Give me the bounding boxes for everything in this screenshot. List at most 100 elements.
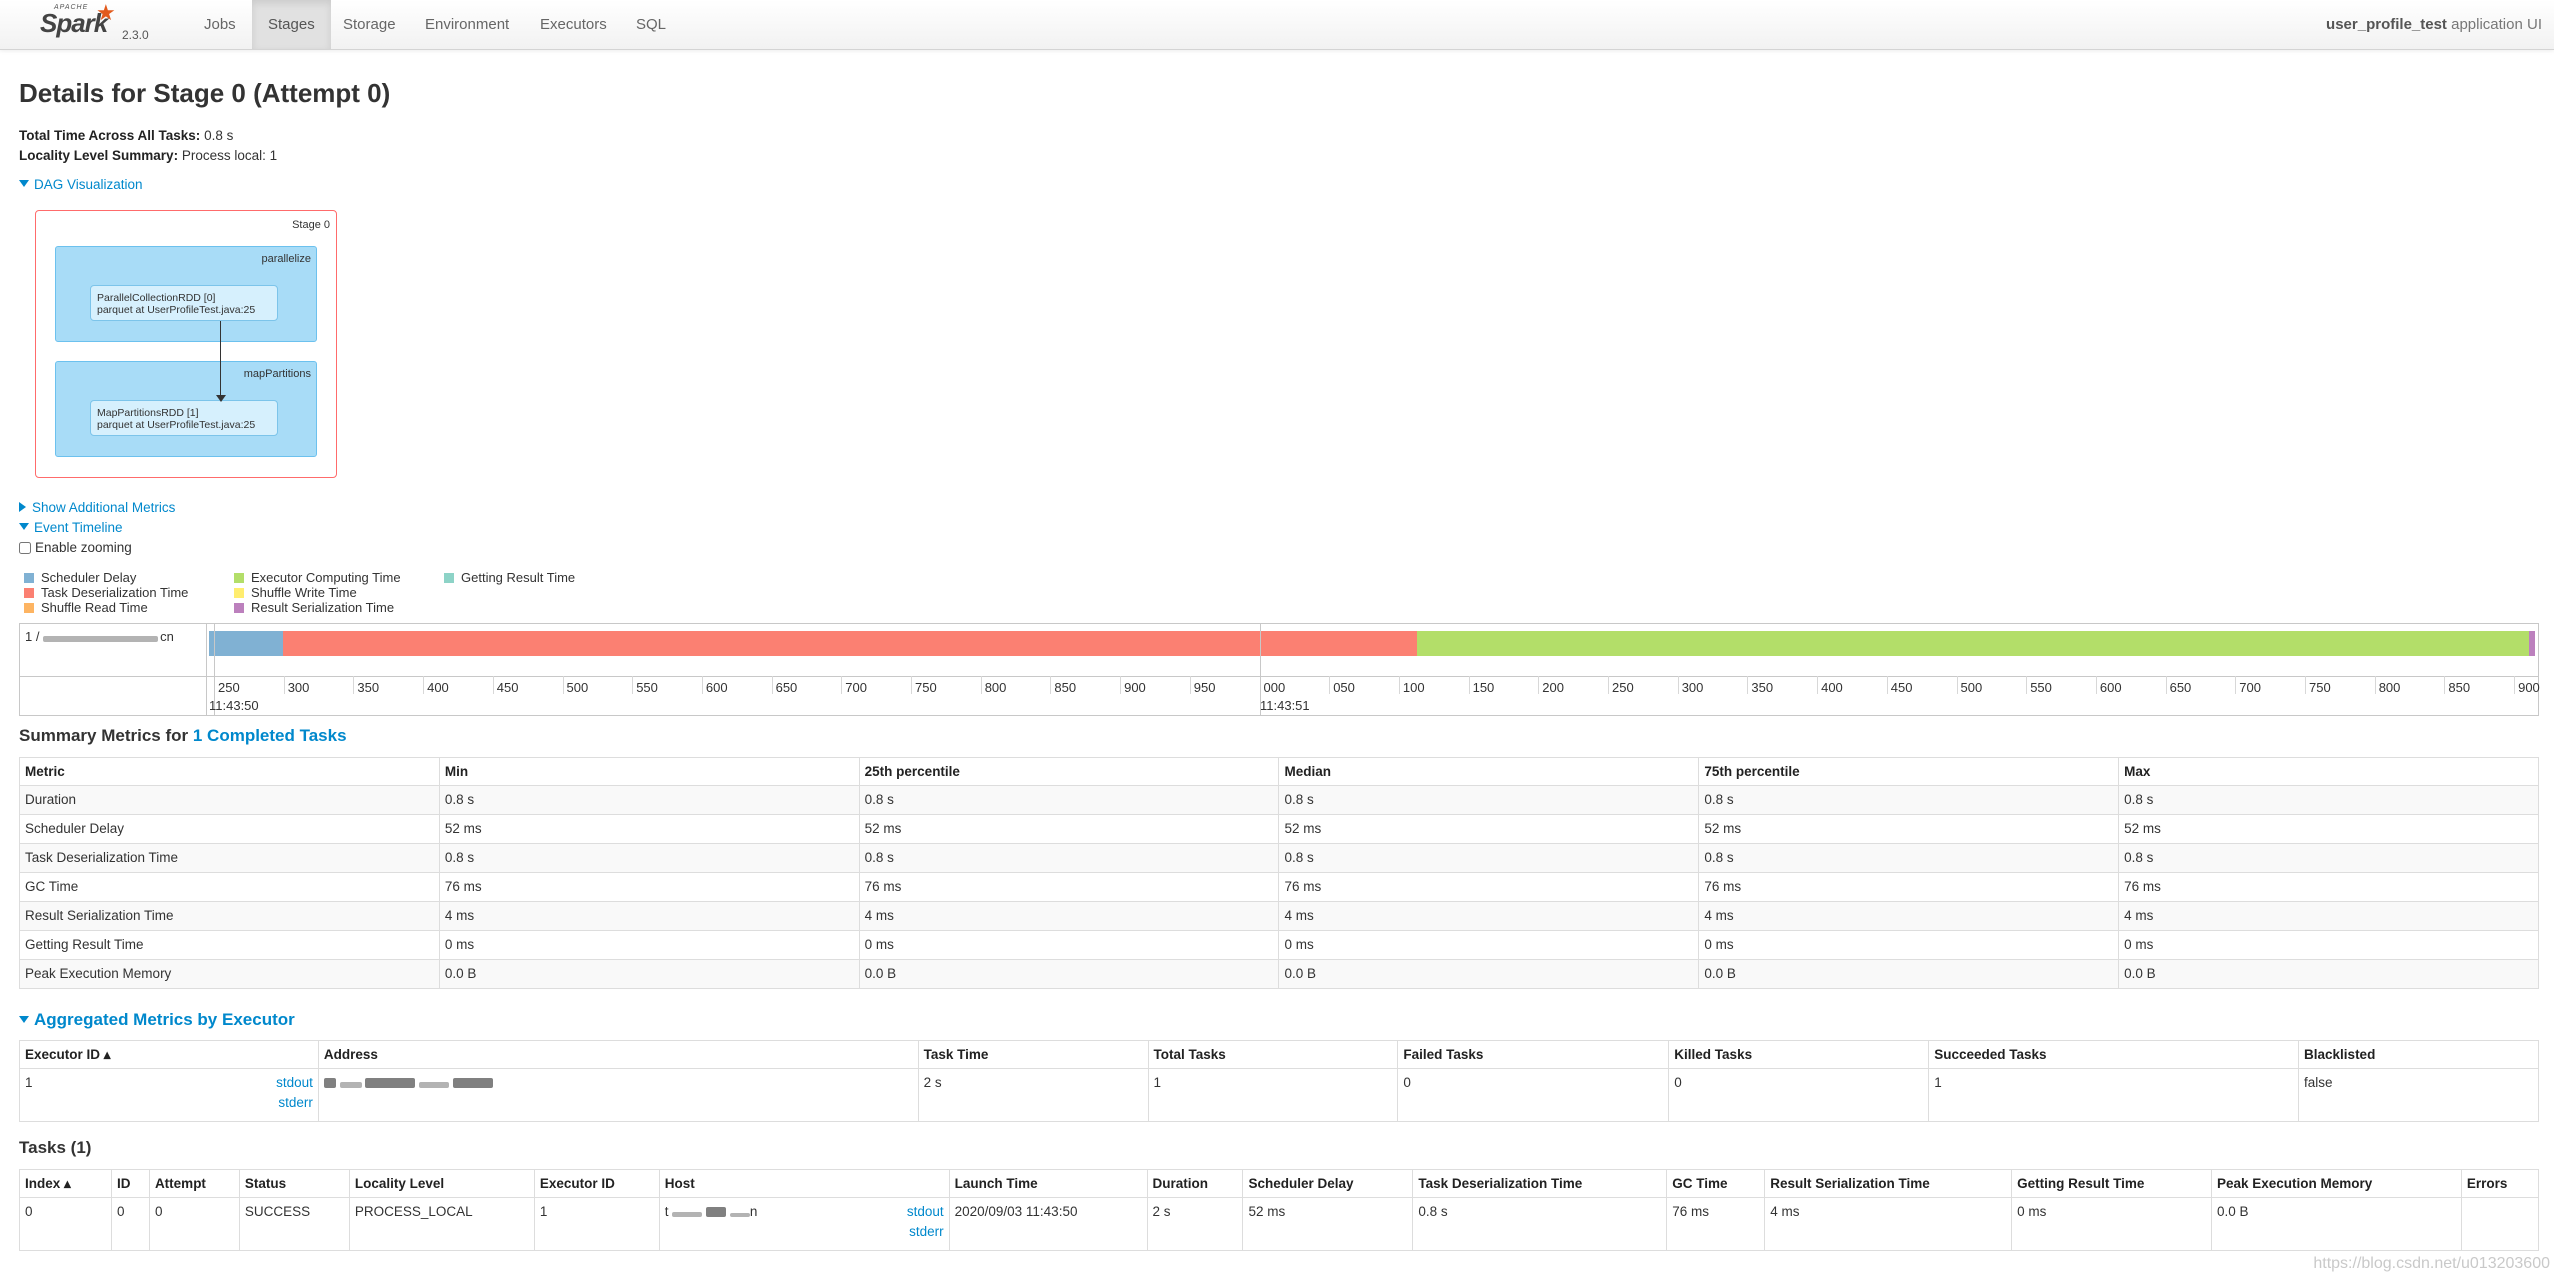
dag-cluster-parallelize[interactable]: parallelize ParallelCollectionRDD [0] pa… bbox=[55, 246, 317, 342]
timeline-tick-label: 100 bbox=[1402, 680, 1425, 695]
metric-name: Duration bbox=[19, 785, 440, 815]
tab-jobs[interactable]: Jobs bbox=[204, 16, 236, 33]
timeline-segment-task-deserialization[interactable] bbox=[282, 631, 1418, 656]
col-locality-level[interactable]: Locality Level bbox=[348, 1169, 535, 1198]
metric-value: 0 ms bbox=[438, 930, 860, 960]
col-succeeded-tasks[interactable]: Succeeded Tasks bbox=[1928, 1040, 2300, 1069]
col-id[interactable]: ID bbox=[110, 1169, 150, 1198]
tab-stages[interactable]: Stages bbox=[252, 0, 331, 49]
col-executor-id[interactable]: Executor ID bbox=[533, 1169, 660, 1198]
col-attempt[interactable]: Attempt bbox=[148, 1169, 240, 1198]
timeline-segment-result-serialization[interactable] bbox=[2529, 631, 2535, 656]
col-max[interactable]: Max bbox=[2118, 757, 2539, 786]
tab-sql[interactable]: SQL bbox=[636, 16, 667, 33]
tab-storage[interactable]: Storage bbox=[343, 16, 396, 33]
stderr-link[interactable]: stderr bbox=[278, 1095, 313, 1110]
stdout-link[interactable]: stdout bbox=[276, 1075, 313, 1090]
col-median[interactable]: Median bbox=[1278, 757, 1700, 786]
additional-metrics-label: Show Additional Metrics bbox=[32, 500, 176, 515]
spark-logo[interactable]: APACHE Spark ★ 2.3.0 bbox=[38, 0, 158, 46]
timeline-tick bbox=[1886, 676, 1888, 694]
col-25th-percentile[interactable]: 25th percentile bbox=[858, 757, 1280, 786]
brand-name: Spark bbox=[40, 8, 108, 38]
dag-visualization-toggle[interactable]: DAG Visualization bbox=[19, 177, 143, 192]
tasks-table: Index ▴ ID Attempt Status Locality Level… bbox=[19, 1169, 2540, 1251]
col-metric[interactable]: Metric bbox=[19, 757, 440, 786]
timeline-tick bbox=[1956, 676, 1958, 694]
metric-value: 76 ms bbox=[438, 872, 860, 902]
aggregated-metrics-toggle[interactable]: Aggregated Metrics by Executor bbox=[19, 1010, 295, 1030]
timeline-axis bbox=[206, 676, 2538, 677]
timeline-tick-label: 550 bbox=[2030, 680, 2052, 695]
cell-succeeded-tasks: 1 bbox=[1928, 1068, 2300, 1122]
dag-cluster-mappartitions[interactable]: mapPartitions MapPartitionsRDD [1] parqu… bbox=[55, 361, 317, 457]
metric-value: 0.0 B bbox=[1278, 959, 1700, 989]
col-errors[interactable]: Errors bbox=[2460, 1169, 2540, 1198]
col-killed-tasks[interactable]: Killed Tasks bbox=[1668, 1040, 1930, 1069]
col-total-tasks[interactable]: Total Tasks bbox=[1147, 1040, 1399, 1069]
legend-label: Getting Result Time bbox=[461, 570, 576, 585]
timeline-tick bbox=[2095, 676, 2097, 694]
timeline-tick bbox=[353, 676, 355, 694]
timeline-major-label: 11:43:50 bbox=[209, 698, 259, 713]
col-executor-id[interactable]: Executor ID ▴ bbox=[19, 1040, 319, 1069]
cell-executor-id: 1 bbox=[533, 1197, 660, 1251]
table-row: Peak Execution Memory 0.0 B 0.0 B 0.0 B 0.0 … bbox=[19, 959, 2539, 989]
col-duration[interactable]: Duration bbox=[1146, 1169, 1244, 1198]
col-address[interactable]: Address bbox=[317, 1040, 919, 1069]
completed-tasks-link[interactable]: 1 Completed Tasks bbox=[192, 726, 347, 745]
cell-address bbox=[317, 1068, 919, 1122]
timeline-tick-label: 650 bbox=[2169, 680, 2192, 695]
timeline-tick bbox=[1608, 676, 1609, 694]
enable-zooming-checkbox[interactable] bbox=[19, 542, 31, 554]
timeline-segment-executor-computing[interactable] bbox=[1417, 631, 2530, 656]
col-getting-result-time[interactable]: Getting Result Time bbox=[2011, 1169, 2212, 1198]
col-min[interactable]: Min bbox=[438, 757, 860, 786]
col-task-deserialization-time[interactable]: Task Deserialization Time bbox=[1412, 1169, 1668, 1198]
dag-node-map-partitions-rdd[interactable]: MapPartitionsRDD [1] parquet at UserProf… bbox=[90, 400, 278, 436]
col-75th-percentile[interactable]: 75th percentile bbox=[1698, 757, 2120, 786]
cell-gc-time: 76 ms bbox=[1666, 1197, 1766, 1251]
dag-node-parallel-collection-rdd[interactable]: ParallelCollectionRDD [0] parquet at Use… bbox=[90, 285, 278, 321]
dag-stage-label: Stage 0 bbox=[292, 219, 330, 231]
timeline-tick-label: 250 bbox=[1612, 680, 1634, 695]
timeline-tick bbox=[701, 676, 703, 694]
col-task-time[interactable]: Task Time bbox=[917, 1040, 1149, 1069]
timeline-tick bbox=[1677, 676, 1679, 694]
metric-value: 52 ms bbox=[438, 814, 860, 844]
enable-zooming-control: Enable zooming bbox=[19, 540, 132, 555]
cell-task-time: 2 s bbox=[917, 1068, 1149, 1122]
metric-name: Task Deserialization Time bbox=[19, 843, 440, 873]
timeline-segment-scheduler-delay[interactable] bbox=[209, 631, 283, 656]
stdout-link[interactable]: stdout bbox=[906, 1204, 944, 1219]
event-timeline[interactable]: 1 / cn 250 300 350 400 450 500 550 600 650 700 750… bbox=[19, 623, 2540, 716]
col-host[interactable]: Host bbox=[658, 1169, 950, 1198]
col-launch-time[interactable]: Launch Time bbox=[948, 1169, 1148, 1198]
col-blacklisted[interactable]: Blacklisted bbox=[2298, 1040, 2539, 1069]
timeline-tick bbox=[1050, 676, 1052, 694]
tab-environment[interactable]: Environment bbox=[425, 16, 510, 33]
metric-value: 0.0 B bbox=[858, 959, 1280, 989]
timeline-tick bbox=[1747, 676, 1749, 694]
timeline-row-label-text: 1 / bbox=[25, 629, 44, 644]
tab-executors[interactable]: Executors bbox=[540, 16, 607, 33]
redacted-address bbox=[339, 1082, 362, 1088]
col-status[interactable]: Status bbox=[238, 1169, 350, 1198]
timeline-tick-label: 300 bbox=[287, 680, 310, 695]
stderr-link[interactable]: stderr bbox=[909, 1224, 944, 1239]
timeline-tick bbox=[1468, 676, 1470, 694]
col-result-serialization-time[interactable]: Result Serialization Time bbox=[1764, 1169, 2013, 1198]
timeline-tick bbox=[2305, 676, 2306, 694]
col-scheduler-delay[interactable]: Scheduler Delay bbox=[1242, 1169, 1414, 1198]
dag-edge bbox=[220, 321, 221, 396]
timeline-tick-label: 600 bbox=[705, 680, 728, 695]
timeline-row-labels: 1 / cn bbox=[20, 624, 207, 715]
cell-killed-tasks: 0 bbox=[1668, 1068, 1930, 1122]
timeline-tick-label: 400 bbox=[427, 680, 449, 695]
col-gc-time[interactable]: GC Time bbox=[1666, 1169, 1766, 1198]
show-additional-metrics-toggle[interactable]: Show Additional Metrics bbox=[19, 500, 175, 515]
col-index[interactable]: Index ▴ bbox=[19, 1169, 112, 1198]
col-failed-tasks[interactable]: Failed Tasks bbox=[1397, 1040, 1670, 1069]
col-peak-execution-memory[interactable]: Peak Execution Memory bbox=[2211, 1169, 2462, 1198]
event-timeline-toggle[interactable]: Event Timeline bbox=[19, 520, 123, 535]
